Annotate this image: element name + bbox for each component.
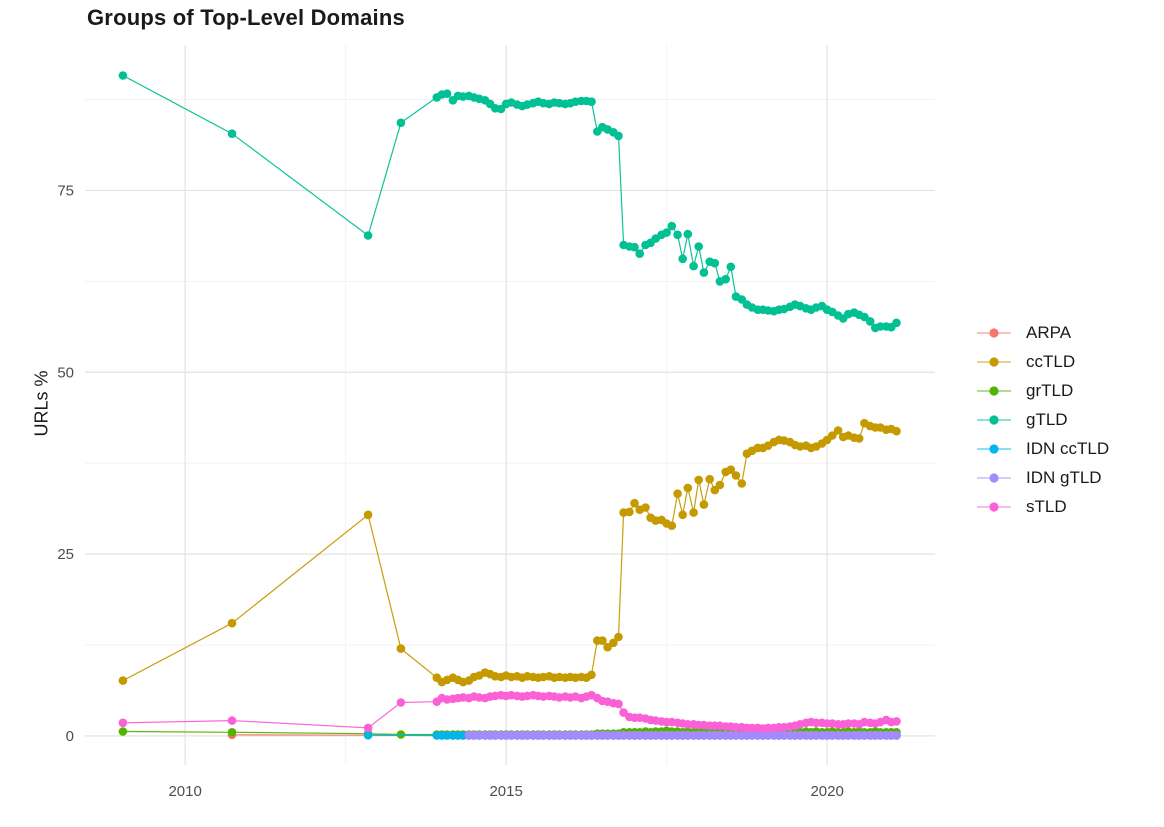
data-point <box>587 97 596 106</box>
data-point <box>363 730 373 740</box>
data-point <box>694 475 703 485</box>
legend-label: sTLD <box>1026 496 1067 516</box>
legend-item-ccTLD: ccTLD <box>976 347 1109 376</box>
y-tick-label: 0 <box>66 728 74 745</box>
data-point <box>614 131 623 141</box>
legend-item-sTLD: sTLD <box>976 492 1109 521</box>
data-point <box>363 510 373 520</box>
data-point <box>683 229 693 239</box>
data-point <box>667 521 677 530</box>
legend-label: IDN gTLD <box>1026 467 1102 487</box>
legend-key-icon <box>977 356 1011 367</box>
data-point <box>699 268 709 277</box>
legend-item-gTLD: gTLD <box>976 405 1109 434</box>
data-point <box>678 510 687 520</box>
legend-item-IDN-gTLD: IDN gTLD <box>976 463 1109 492</box>
legend-item-IDN-ccTLD: IDN ccTLD <box>976 434 1109 463</box>
data-point <box>694 242 703 251</box>
x-tick-label: 2020 <box>810 783 843 800</box>
data-point <box>598 636 607 645</box>
data-point <box>118 727 128 736</box>
series-line <box>122 422 897 683</box>
data-point <box>396 644 406 653</box>
legend-label: gTLD <box>1026 409 1068 429</box>
data-point <box>892 717 901 726</box>
data-point <box>118 676 128 685</box>
legend-key-icon <box>977 472 1011 483</box>
legend-label: IDN ccTLD <box>1026 438 1110 458</box>
data-point <box>892 426 901 436</box>
legend-label: grTLD <box>1026 380 1074 400</box>
data-point <box>118 718 128 728</box>
data-point <box>227 129 237 138</box>
data-point <box>227 716 237 725</box>
data-point <box>609 638 618 648</box>
data-point <box>673 489 682 499</box>
data-point <box>667 221 677 231</box>
y-tick-label: 50 <box>57 364 74 381</box>
y-tick-label: 75 <box>57 182 74 199</box>
data-point <box>865 317 875 326</box>
data-point <box>689 261 698 271</box>
data-point <box>630 498 639 508</box>
data-point <box>227 728 237 737</box>
chart-title: Groups of Top-Level Domains <box>87 5 405 30</box>
x-tick-label: 2015 <box>489 783 522 800</box>
series-ccTLD <box>118 418 901 687</box>
data-point <box>737 479 747 488</box>
series-gTLD <box>118 71 901 333</box>
data-point <box>363 723 373 733</box>
data-point <box>635 249 644 258</box>
data-point <box>892 730 901 740</box>
legend-key-icon <box>977 414 1011 425</box>
y-tick-label: 25 <box>57 546 74 563</box>
data-point <box>363 231 373 240</box>
data-point <box>689 508 698 517</box>
data-point <box>678 254 687 264</box>
series-sTLD <box>118 690 901 733</box>
data-point <box>726 465 736 475</box>
data-point <box>641 503 650 512</box>
data-point <box>710 258 720 268</box>
data-point <box>614 632 623 642</box>
data-point <box>625 507 634 517</box>
y-axis-title: URLs % <box>31 370 52 437</box>
legend-key-icon <box>977 501 1011 512</box>
legend-label: ARPA <box>1026 322 1072 342</box>
data-point <box>705 474 714 484</box>
data-point <box>396 730 406 739</box>
legend: ARPA ccTLD grTLD gTLD IDN ccTLD IDN gTLD sTLD <box>976 318 1109 521</box>
data-point <box>715 480 725 490</box>
legend-label: ccTLD <box>1026 351 1076 371</box>
data-point <box>396 118 406 128</box>
data-point <box>731 471 741 480</box>
data-point <box>833 426 843 435</box>
legend-key-icon <box>977 443 1011 454</box>
data-point <box>587 670 596 680</box>
data-point <box>227 618 237 628</box>
data-point <box>118 71 128 80</box>
data-point <box>683 483 693 493</box>
data-point <box>662 228 671 237</box>
x-tick-label: 2010 <box>168 783 201 800</box>
data-point <box>442 89 452 98</box>
data-point <box>854 434 864 443</box>
data-point <box>396 698 406 707</box>
data-point <box>726 262 736 272</box>
legend-item-ARPA: ARPA <box>976 318 1109 347</box>
legend-item-grTLD: grTLD <box>976 376 1109 405</box>
data-point <box>614 699 623 709</box>
data-point <box>721 274 730 284</box>
data-point <box>828 431 837 440</box>
data-point <box>673 230 682 240</box>
series-IDN-gTLD <box>464 730 901 740</box>
legend-key-icon <box>977 327 1011 338</box>
series-line <box>122 74 897 329</box>
data-point <box>699 500 709 509</box>
legend-key-icon <box>977 385 1011 396</box>
data-point <box>630 242 639 252</box>
data-point <box>892 318 901 328</box>
